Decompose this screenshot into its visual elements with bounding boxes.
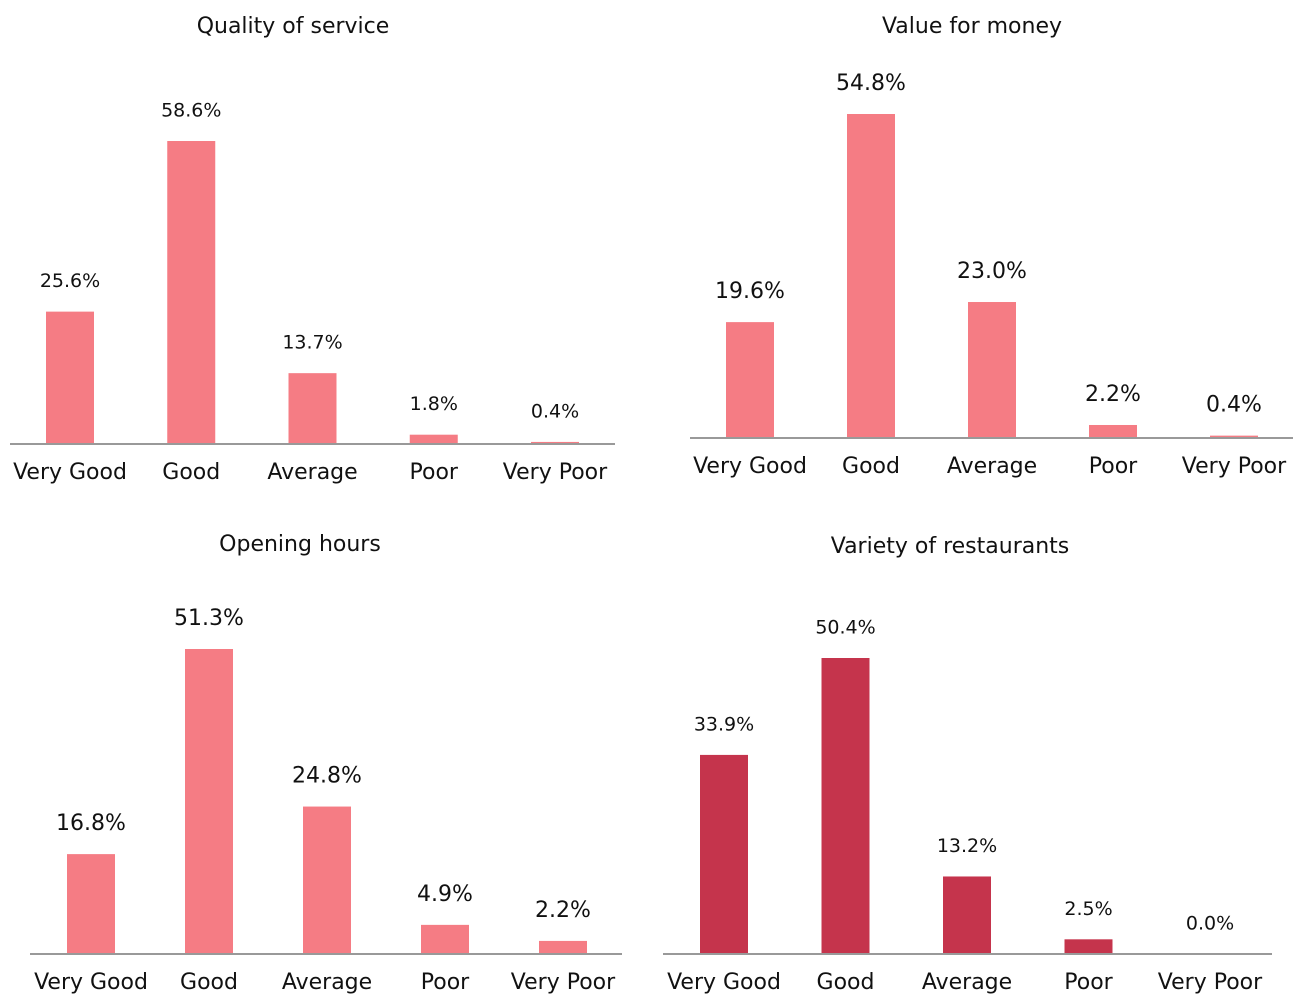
x-tick-label: Good: [842, 454, 900, 479]
chart-title: Value for money: [882, 14, 1062, 39]
bar: [847, 114, 895, 438]
value-label: 2.2%: [1085, 382, 1141, 407]
x-tick-label: Average: [922, 970, 1012, 995]
x-tick-label: Very Good: [693, 454, 807, 479]
value-label: 19.6%: [715, 279, 785, 304]
value-label: 4.9%: [417, 882, 473, 907]
chart-title: Quality of service: [197, 14, 390, 39]
value-label: 16.8%: [56, 811, 126, 836]
bar: [1064, 939, 1113, 954]
bar: [539, 940, 587, 954]
value-label: 25.6%: [40, 270, 100, 292]
value-label: 13.7%: [282, 332, 342, 354]
bar: [167, 141, 216, 444]
bar: [46, 311, 94, 444]
value-label: 13.2%: [937, 835, 997, 857]
x-tick-label: Poor: [1064, 970, 1113, 995]
chart-title: Opening hours: [219, 532, 381, 557]
x-tick-label: Very Good: [13, 460, 127, 485]
bar: [1089, 424, 1137, 438]
value-label: 50.4%: [815, 617, 875, 639]
value-label: 24.8%: [292, 764, 362, 789]
bar: [968, 302, 1016, 438]
x-tick-label: Good: [180, 970, 238, 995]
x-tick-label: Very Good: [34, 970, 148, 995]
x-tick-label: Good: [817, 970, 875, 995]
x-tick-label: Average: [267, 460, 357, 485]
value-label: 58.6%: [161, 100, 221, 122]
value-label: 23.0%: [957, 259, 1027, 284]
value-label: 1.8%: [410, 393, 458, 415]
chart-title: Variety of restaurants: [831, 534, 1070, 559]
x-tick-label: Good: [162, 460, 220, 485]
bar: [700, 754, 748, 954]
bar: [1210, 435, 1258, 438]
bar: [288, 373, 337, 444]
bar: [185, 649, 233, 954]
x-tick-label: Very Good: [667, 970, 781, 995]
bar: [726, 322, 774, 438]
value-label: 0.0%: [1186, 913, 1234, 935]
bar: [409, 434, 458, 444]
value-label: 0.4%: [531, 400, 579, 422]
x-tick-label: Very Poor: [511, 970, 616, 995]
x-tick-label: Poor: [421, 970, 470, 995]
bar: [67, 854, 115, 954]
x-tick-label: Very Poor: [1158, 970, 1263, 995]
value-label: 33.9%: [694, 713, 754, 735]
x-tick-label: Poor: [1089, 454, 1138, 479]
value-label: 54.8%: [836, 71, 906, 96]
x-tick-label: Poor: [410, 460, 459, 485]
bar: [531, 441, 579, 444]
x-tick-label: Average: [947, 454, 1037, 479]
bar: [821, 658, 870, 954]
bar: [303, 806, 351, 954]
value-label: 2.2%: [535, 898, 591, 923]
value-label: 51.3%: [174, 606, 244, 631]
x-tick-label: Very Poor: [1182, 454, 1287, 479]
x-tick-label: Very Poor: [503, 460, 608, 485]
value-label: 0.4%: [1206, 393, 1262, 418]
bar: [421, 924, 469, 954]
x-tick-label: Average: [282, 970, 372, 995]
bar: [943, 876, 991, 954]
value-label: 2.5%: [1064, 898, 1112, 920]
